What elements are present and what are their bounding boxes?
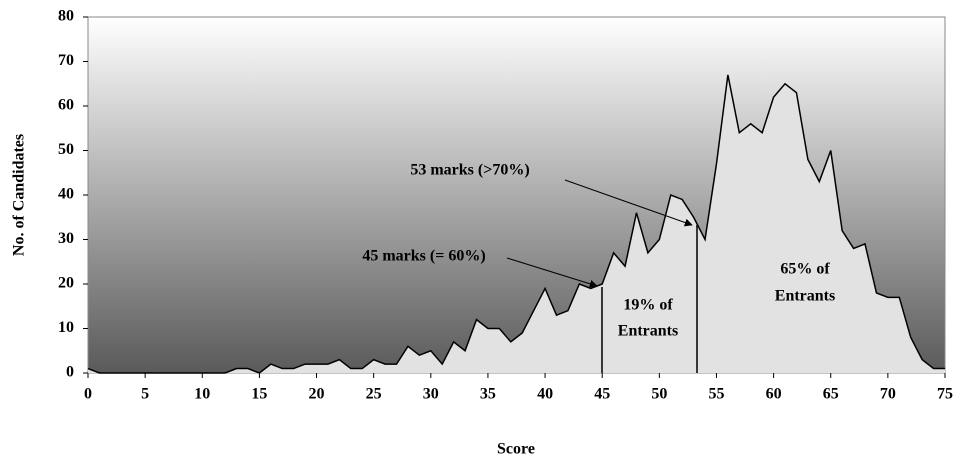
x-axis-title: Score	[497, 441, 535, 458]
annotation: 65% of	[780, 261, 830, 278]
annotation: 19% of	[623, 297, 673, 314]
x-tick-label: 5	[141, 386, 149, 403]
y-tick-label: 10	[58, 319, 74, 336]
area	[88, 74, 945, 373]
x-tick-label: 70	[880, 386, 896, 403]
annotation-arrow	[564, 179, 693, 227]
y-axis-title: No. of Candidates	[11, 134, 28, 256]
annotation: Entrants	[618, 323, 678, 340]
y-tick-label: 70	[58, 52, 74, 69]
y-tick-label: 0	[66, 364, 74, 381]
annotation-arrow	[506, 257, 598, 288]
x-tick-label: 10	[194, 386, 210, 403]
y-tick-label: 50	[58, 141, 74, 158]
annotation: 45 marks (= 60%)	[362, 248, 485, 265]
y-tick-label: 20	[58, 275, 74, 292]
x-tick-label: 15	[251, 386, 267, 403]
annotation: 53 marks (>70%)	[410, 162, 529, 179]
y-tick-label: 60	[58, 97, 74, 114]
x-tick-label: 25	[366, 386, 382, 403]
y-tick-label: 30	[58, 230, 74, 247]
x-tick-label: 0	[84, 386, 92, 403]
x-tick-label: 40	[537, 386, 553, 403]
x-tick-label: 30	[423, 386, 439, 403]
x-tick-label: 60	[766, 386, 782, 403]
y-tick-label: 40	[58, 186, 74, 203]
x-tick-label: 75	[937, 386, 953, 403]
x-tick-label: 20	[309, 386, 325, 403]
x-tick-label: 50	[651, 386, 667, 403]
x-tick-label: 55	[708, 386, 724, 403]
annotation: Entrants	[775, 288, 835, 305]
x-tick-label: 45	[594, 386, 610, 403]
y-tick-label: 80	[58, 8, 74, 25]
line	[87, 74, 945, 374]
x-tick-label: 65	[823, 386, 839, 403]
x-tick-label: 35	[480, 386, 496, 403]
